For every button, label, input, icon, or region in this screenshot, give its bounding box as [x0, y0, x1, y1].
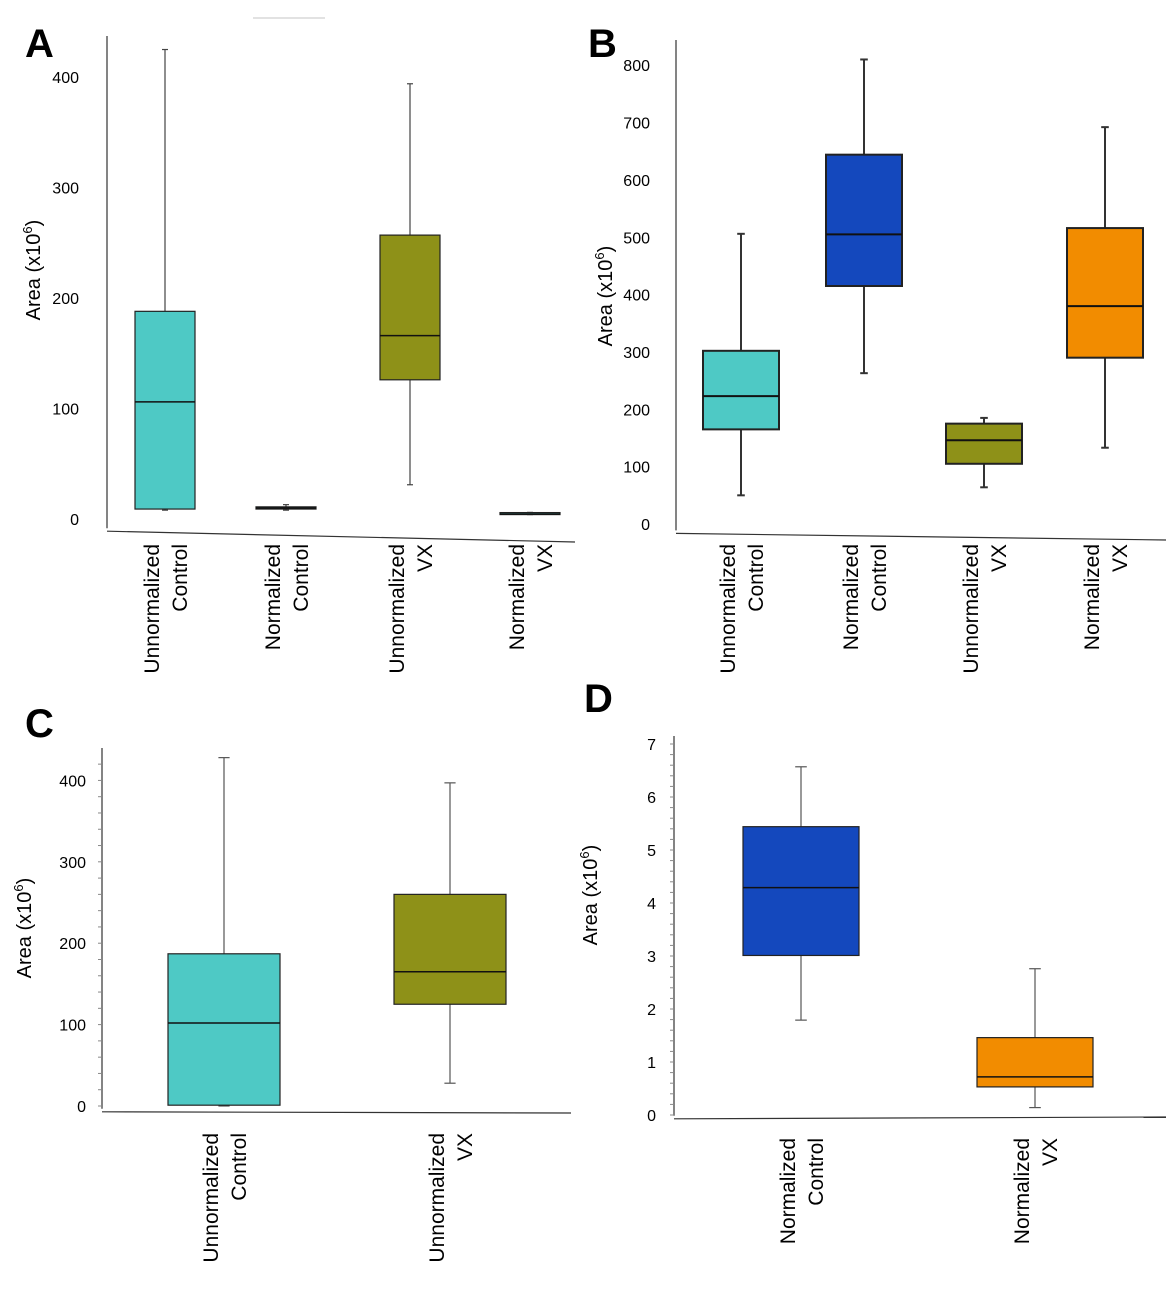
panel-d-ytick-label: 3: [647, 949, 656, 966]
panel-c-ytick-label: 0: [77, 1099, 86, 1116]
panel-a-box: [134, 310, 196, 510]
panel-a-category-label: Control: [290, 544, 313, 612]
panel-a-ylabel-close: ): [23, 220, 45, 227]
panel-b-category-label: Control: [745, 544, 768, 612]
panel-b-ytick-label: 800: [623, 58, 650, 75]
panel-b-ylabel-close: ): [595, 246, 617, 253]
panel-a-ylabel-exponent: 6: [20, 226, 35, 233]
panel-d-ytick-label: 0: [647, 1108, 656, 1125]
panel-b-y-axis-label: Area (x106): [592, 246, 617, 347]
panel-d-box: [976, 1037, 1094, 1088]
panel-b-category-label: VX: [1109, 544, 1132, 572]
panel-d-letter: D: [584, 677, 613, 721]
panel-a-y-axis-label: Area (x106): [20, 220, 45, 321]
panel-c-letter: C: [25, 702, 54, 746]
panel-a-letter: A: [25, 22, 54, 66]
panel-d-category-label: Control: [805, 1138, 828, 1206]
panel-b-x-axis: [675, 532, 1167, 541]
panel-d-ytick-label: 1: [647, 1055, 656, 1072]
panel-c-ytick-label: 400: [59, 773, 86, 790]
panel-a-x-axis: [106, 530, 576, 543]
panel-c-box: [393, 893, 507, 1005]
panel-d-ytick-label: 5: [647, 843, 656, 860]
panel-b-box: [702, 349, 780, 431]
panel-d-category-label: Normalized: [1011, 1138, 1034, 1244]
panel-b-letter: B: [588, 22, 617, 66]
panel-d-ytick-label: 4: [647, 896, 656, 913]
panel-c-ylabel-close: ): [14, 878, 36, 885]
panel-b-category-label: Unnormalized: [717, 544, 740, 674]
panel-d-x-axis: [673, 1116, 1167, 1120]
panel-b-ytick-label: 400: [623, 288, 650, 305]
panel-b-ylabel-text: Area (x10: [595, 260, 617, 347]
panel-a-ytick-label: 100: [52, 402, 79, 419]
panel-b-ytick-label: 200: [623, 402, 650, 419]
panel-a-box: [379, 234, 441, 381]
panel-c-ylabel-exponent: 6: [11, 884, 26, 891]
panel-d-category-label: VX: [1039, 1138, 1062, 1166]
panel-b-category-label: Unnormalized: [960, 544, 983, 674]
panel-c-category-label: Unnormalized: [426, 1133, 449, 1263]
panel-a-category-label: Normalized: [506, 544, 529, 650]
panel-a-ytick-label: 200: [52, 291, 79, 308]
panel-d-ytick-label: 7: [647, 737, 656, 754]
panel-b-box: [1066, 227, 1144, 359]
panel-b-ytick-label: 300: [623, 345, 650, 362]
panel-c-category-label: VX: [454, 1133, 477, 1161]
panel-a-ylabel-text: Area (x10: [23, 234, 45, 321]
panel-b-box: [945, 422, 1023, 465]
panel-b-ytick-label: 600: [623, 173, 650, 190]
panel-b-ytick-label: 500: [623, 230, 650, 247]
panel-a-ytick-label: 300: [52, 181, 79, 198]
panel-a-category-label: Control: [169, 544, 192, 612]
panel-b-ytick-label: 100: [623, 460, 650, 477]
panel-d-y-axis-label: Area (x106): [577, 845, 602, 946]
panel-a-category-label: Normalized: [262, 544, 285, 650]
panel-b-category-label: Normalized: [840, 544, 863, 650]
panel-c-ytick-label: 300: [59, 855, 86, 872]
panel-c-ytick-label: 100: [59, 1018, 86, 1035]
panel-c-ytick-label: 200: [59, 936, 86, 953]
panel-d-category-label: Normalized: [777, 1138, 800, 1244]
panel-b-ylabel-exponent: 6: [592, 252, 607, 259]
panel-b-ytick-label: 700: [623, 116, 650, 133]
panel-b-category-label: VX: [988, 544, 1011, 572]
panel-c-y-axis-label: Area (x106): [11, 878, 36, 979]
panel-c-category-label: Unnormalized: [200, 1133, 223, 1263]
panel-c-ylabel-text: Area (x10: [14, 892, 36, 979]
panel-a-category-label: Unnormalized: [386, 544, 409, 674]
panel-d-ytick-label: 2: [647, 1002, 656, 1019]
panel-b-box: [825, 153, 903, 287]
panel-d-ylabel-text: Area (x10: [580, 859, 602, 946]
panel-a-category-label: VX: [534, 544, 557, 572]
panel-c-box: [167, 953, 281, 1106]
panel-a-ytick-label: 0: [70, 512, 79, 529]
panel-c-x-axis: [101, 1111, 572, 1114]
panel-c-category-label: Control: [228, 1133, 251, 1201]
panel-a-ytick-label: 400: [52, 70, 79, 87]
panel-a-category-label: Unnormalized: [141, 544, 164, 674]
panel-d-ylabel-exponent: 6: [577, 851, 592, 858]
panel-d-ytick-label: 6: [647, 790, 656, 807]
panel-a-category-label: VX: [414, 544, 437, 572]
panel-d-box: [742, 826, 860, 957]
panel-b: B 0 100 200 300 400 500 600 700 800 Area (x106) Unn…: [588, 22, 1167, 674]
panel-b-category-label: Normalized: [1081, 544, 1104, 650]
panel-b-ytick-label: 0: [641, 517, 650, 534]
panel-d-ylabel-close: ): [580, 845, 602, 852]
panel-b-category-label: Control: [868, 544, 891, 612]
